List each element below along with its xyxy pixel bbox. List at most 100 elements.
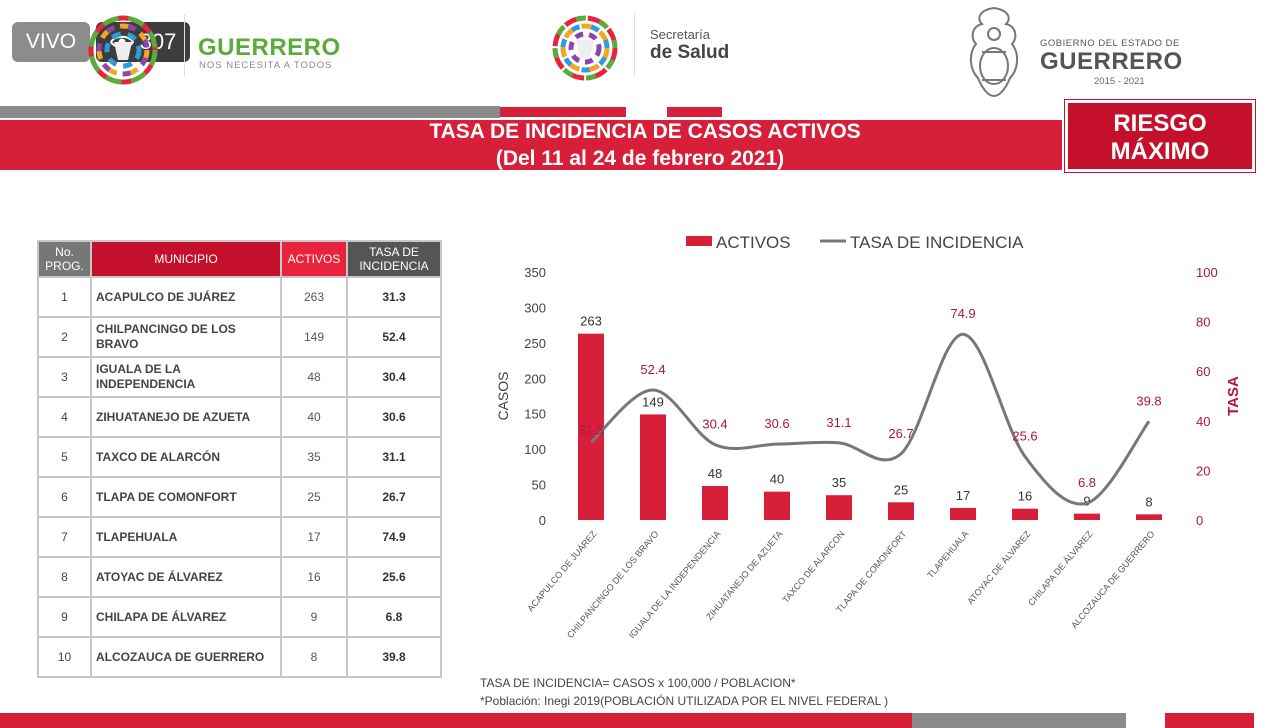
col-header-activos: ACTIVOS: [280, 240, 348, 278]
col-header-no: No. PROG.: [37, 240, 92, 278]
y2-axis-tick-label: 100: [1196, 265, 1218, 280]
y2-axis-title: TASA: [1225, 376, 1242, 416]
y-axis-tick-label: 350: [524, 265, 546, 280]
bar-activos: [1074, 513, 1100, 520]
page-subtitle: (Del 11 al 24 de febrero 2021): [495, 147, 785, 170]
government-period: 2015 - 2021: [1094, 76, 1145, 87]
cell-activos: 263: [280, 276, 348, 318]
line-value-label: 39.8: [1136, 393, 1161, 408]
line-tasa-incidencia: [589, 332, 1151, 506]
cell-tasa: 30.4: [346, 356, 442, 398]
cell-no: 8: [37, 556, 92, 598]
line-value-label: 30.4: [702, 417, 727, 432]
cell-no: 7: [37, 516, 92, 558]
cases-incidence-chart: ACTIVOS TASA DE INCIDENCIA050100150200250…: [495, 233, 1242, 640]
municipality-table: No. PROG. MUNICIPIO ACTIVOS TASA DE INCI…: [37, 240, 442, 678]
y-axis-title: CASOS: [495, 371, 511, 420]
population-source-note: *Población: Inegi 2019(POBLACIÓN UTILIZA…: [480, 694, 889, 708]
line-value-label: 26.7: [888, 426, 913, 441]
y2-axis-tick-label: 0: [1196, 513, 1203, 528]
y-axis-tick-label: 300: [524, 300, 546, 315]
cell-municipio: ATOYAC DE ÁLVAREZ: [90, 556, 282, 598]
cell-no: 6: [37, 476, 92, 518]
y-axis-tick-label: 50: [532, 478, 546, 493]
table-row: 5 TAXCO DE ALARCÓN 35 31.1: [37, 436, 442, 478]
cell-municipio: TAXCO DE ALARCÓN: [90, 436, 282, 478]
bar-value-label: 9: [1083, 494, 1090, 509]
cell-no: 5: [37, 436, 92, 478]
y2-axis-tick-label: 60: [1196, 364, 1210, 379]
bar-activos: [764, 491, 790, 520]
y-axis-tick-label: 250: [524, 336, 546, 351]
bar-value-label: 8: [1145, 494, 1152, 509]
cell-tasa: 25.6: [346, 556, 442, 598]
bar-activos: [702, 485, 728, 520]
col-header-tasa: TASA DE INCIDENCIA: [346, 240, 442, 278]
bar-activos: [640, 414, 666, 520]
table-row: 2 CHILPANCINGO DE LOS BRAVO 149 52.4: [37, 316, 442, 358]
line-value-label: 6.8: [1078, 475, 1096, 490]
footer-stripe-red: [1165, 713, 1254, 728]
cell-tasa: 39.8: [346, 636, 442, 678]
government-state-name: GUERRERO: [1040, 48, 1183, 75]
salud-label-top: Secretaría: [650, 27, 710, 42]
risk-label-line1: RIESGO: [1113, 110, 1207, 137]
table-row: 8 ATOYAC DE ÁLVAREZ 16 25.6: [37, 556, 442, 598]
bar-value-label: 25: [894, 482, 908, 497]
government-label: GOBIERNO DEL ESTADO DE: [1040, 38, 1180, 49]
cell-activos: 149: [280, 316, 348, 358]
cell-no: 9: [37, 596, 92, 638]
table-header-row: No. PROG. MUNICIPIO ACTIVOS TASA DE INCI…: [37, 240, 442, 278]
state-seal: [962, 4, 1026, 100]
cell-tasa: 26.7: [346, 476, 442, 518]
guerrero-tagline: NOS NECESITA A TODOS: [199, 60, 333, 71]
decor-stripe-red: [500, 107, 626, 117]
cell-municipio: CHILAPA DE ÁLVAREZ: [90, 596, 282, 638]
cell-no: 1: [37, 276, 92, 318]
footer-stripe-gray: [912, 713, 1126, 728]
cell-activos: 8: [280, 636, 348, 678]
line-value-label: 31.1: [826, 415, 851, 430]
bar-value-label: 263: [580, 314, 602, 329]
formula-note: TASA DE INCIDENCIA= CASOS x 100,000 / PO…: [480, 676, 796, 690]
bar-activos: [1136, 514, 1162, 520]
y-axis-tick-label: 0: [539, 513, 546, 528]
line-value-label: 25.6: [1012, 429, 1037, 444]
bar-value-label: 48: [708, 466, 722, 481]
cell-municipio: IGUALA DE LA INDEPENDENCIA: [90, 356, 282, 398]
cell-activos: 25: [280, 476, 348, 518]
guerrero-state-logo: [86, 12, 160, 88]
bar-value-label: 35: [832, 475, 846, 490]
x-axis-category-label: TLAPA DE COMONFORT: [834, 528, 909, 614]
cell-municipio: ZIHUATANEJO DE AZUETA: [90, 396, 282, 438]
risk-level-badge: RIESGO MÁXIMO: [1064, 99, 1256, 173]
header-divider: [634, 14, 635, 76]
cell-municipio: ALCOZAUCA DE GUERRERO: [90, 636, 282, 678]
line-value-label: 74.9: [950, 306, 975, 321]
bar-activos: [1012, 508, 1038, 520]
cell-no: 3: [37, 356, 92, 398]
bar-value-label: 17: [956, 488, 970, 503]
table-row: 4 ZIHUATANEJO DE AZUETA 40 30.6: [37, 396, 442, 438]
line-value-label: 31.3: [578, 422, 603, 437]
x-axis-category-label: CHILAPA DE ÁLVAREZ: [1026, 528, 1095, 607]
cell-tasa: 31.3: [346, 276, 442, 318]
salud-label-bottom: de Salud: [650, 42, 730, 63]
table-row: 6 TLAPA DE COMONFORT 25 26.7: [37, 476, 442, 518]
y2-axis-tick-label: 80: [1196, 315, 1210, 330]
secretaria-salud-logo: [548, 12, 622, 84]
header-divider: [184, 14, 185, 76]
live-label: VIVO: [25, 30, 77, 53]
y-axis-tick-label: 150: [524, 407, 546, 422]
y2-axis-tick-label: 40: [1196, 414, 1210, 429]
x-axis-category-label: ATOYAC DE ÁLVAREZ: [965, 528, 1033, 606]
table-row: 1 ACAPULCO DE JUÁREZ 263 31.3: [37, 276, 442, 318]
bar-activos: [826, 495, 852, 520]
cell-tasa: 30.6: [346, 396, 442, 438]
col-header-municipio: MUNICIPIO: [90, 240, 282, 278]
cell-activos: 17: [280, 516, 348, 558]
cell-activos: 16: [280, 556, 348, 598]
risk-label-line2: MÁXIMO: [1110, 138, 1210, 165]
bar-value-label: 16: [1018, 489, 1032, 504]
cell-tasa: 74.9: [346, 516, 442, 558]
